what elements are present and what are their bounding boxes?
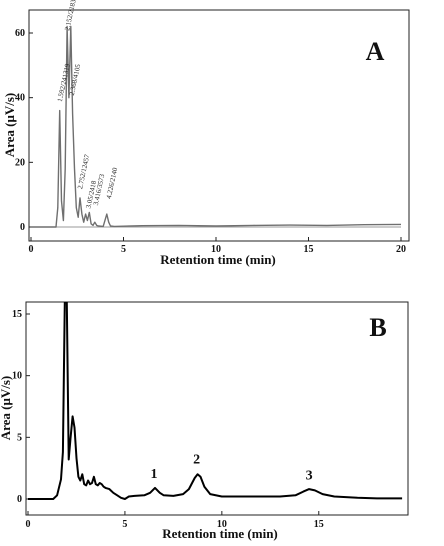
panel-b-y-tick-label: 15 [12,309,22,320]
panel-a-x-tick-label: 0 [29,244,34,255]
panel-a-y-tick-label: 60 [15,28,25,39]
panel-b-peak-number: 1 [151,467,158,482]
panel-a-x-tick-label: 20 [396,244,406,255]
panel-a-frame [28,9,410,242]
panel-a-x-axis-title: Retention time (min) [160,252,276,267]
panel-a-y-tick-label: 0 [20,222,25,233]
panel-b-x-tick-label: 15 [314,519,324,530]
panel-b-x-tick-label: 5 [122,519,127,530]
panel-a-y-tick-label: 20 [15,157,25,168]
panel-b-letter: B [369,313,386,342]
panel-a-x-tick-label: 10 [211,244,221,255]
panel-a-peak-annotation: 4.226/2140 [105,166,120,199]
panel-b-x-tick-label: 10 [217,519,227,530]
panel-a-x-tick-label: 15 [304,244,314,255]
panel-a-peak-annotation: 3.416/3573 [92,173,107,206]
panel-a-series-line [31,25,402,228]
panel-b-x-axis-title: Retention time (min) [162,526,278,541]
panel-a-x-tick-label: 5 [121,244,126,255]
panel-a-y-axis-title: Area (μV/s) [2,93,17,158]
panel-b-peak-number: 3 [306,468,313,483]
panel-b-y-tick-label: 10 [12,371,22,382]
panel-b-y-tick-label: 5 [17,432,22,443]
panel-a-peak-annotation: 2.152/21835 [63,0,78,31]
panel-b-frame [25,301,409,516]
panel-b-series-line [28,302,403,500]
panel-b-x-tick-label: 0 [26,519,31,530]
panel-a-y-tick-label: 40 [15,93,25,104]
panel-a-letter: A [366,37,385,66]
panel-b-peak-number: 2 [193,452,200,467]
panel-b-y-tick-label: 0 [17,494,22,505]
panel-b-y-axis-title: Area (μV/s) [0,376,13,441]
